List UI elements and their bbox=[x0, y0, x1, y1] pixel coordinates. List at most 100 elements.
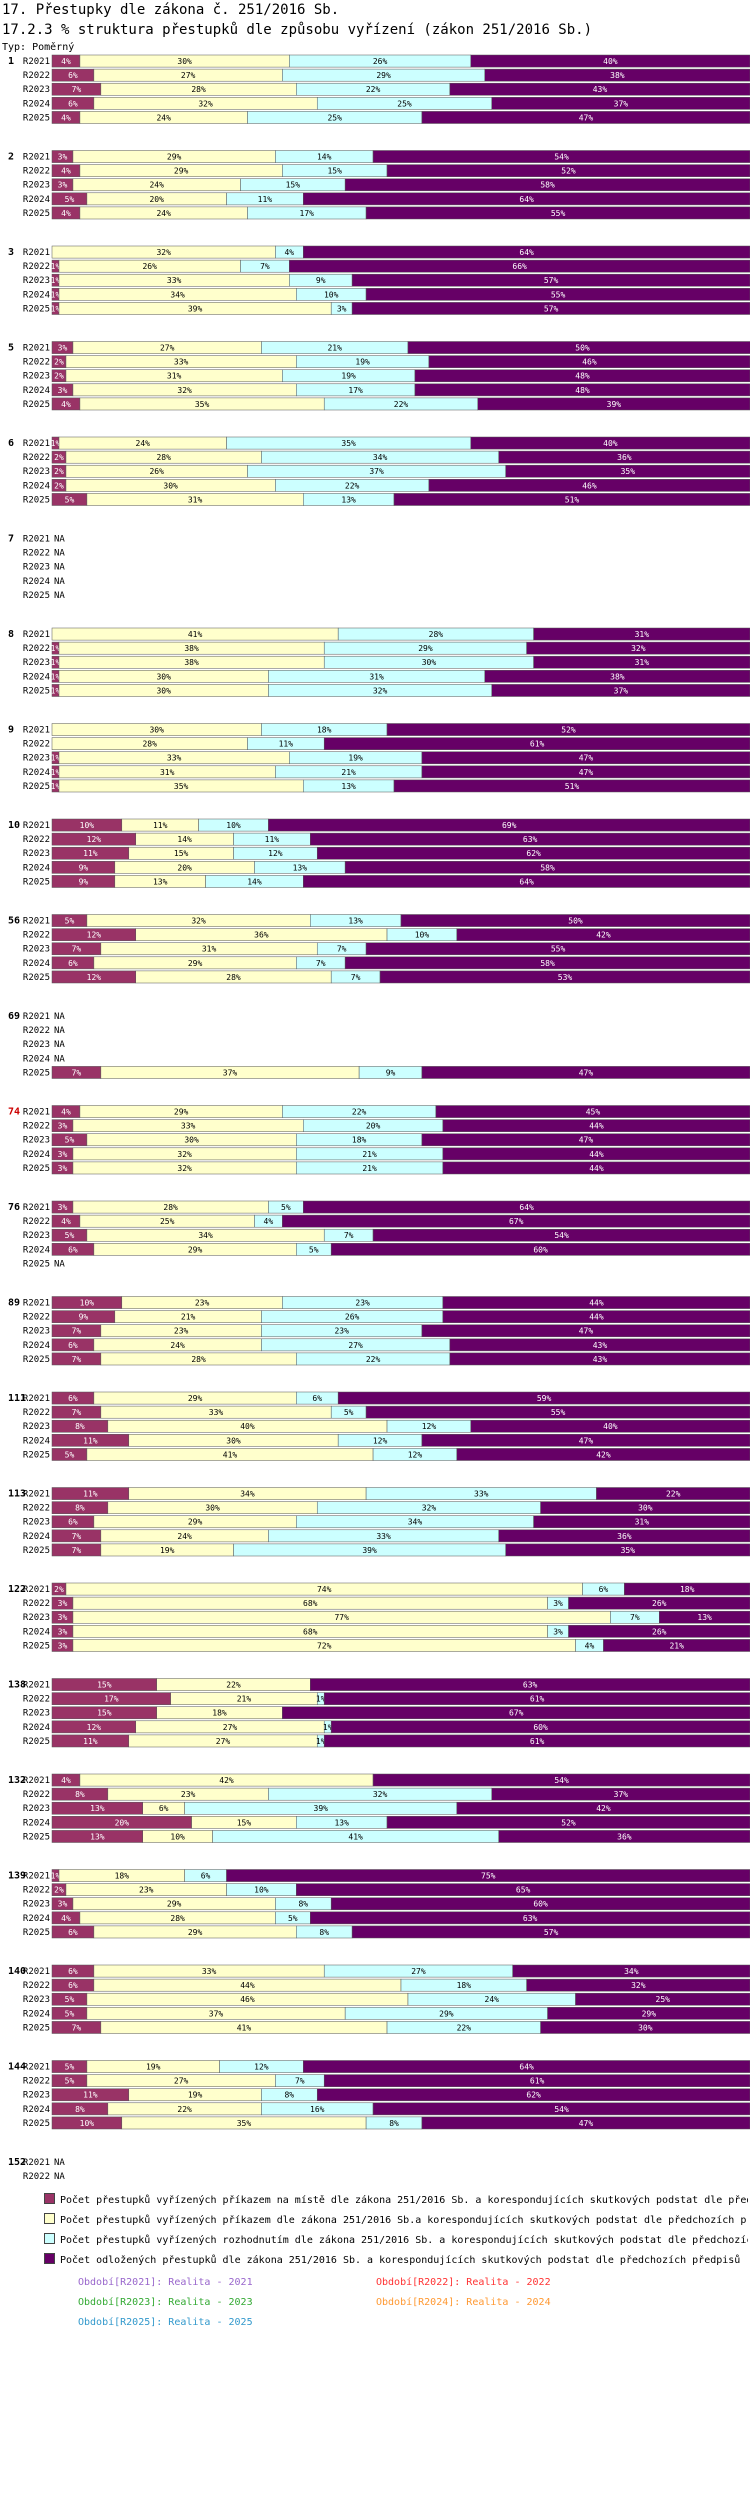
bar-3-R2024-s4 bbox=[365, 288, 750, 301]
bar-label-1-R2023-s2: 28% bbox=[191, 85, 206, 94]
bar-label-3-R2023-s4: 57% bbox=[544, 276, 559, 285]
bar-label-5-R2021-s1: 3% bbox=[58, 344, 68, 353]
bar-label-140-R2025-s1: 7% bbox=[72, 2023, 82, 2032]
bar-label-122-R2021-s4: 18% bbox=[680, 1585, 695, 1594]
bar-label-10-R2021-s1: 10% bbox=[80, 821, 95, 830]
bar-label-9-R2023-s2: 33% bbox=[167, 754, 182, 763]
bar-2-R2025-s4 bbox=[365, 206, 750, 220]
period-label-111-R2022: R2022 bbox=[23, 1408, 50, 1418]
bar-89-R2025-s4 bbox=[449, 1352, 750, 1366]
bar-label-3-R2021-s3: 4% bbox=[284, 248, 294, 257]
bar-74-R2022-s4 bbox=[442, 1119, 750, 1132]
bar-label-1-R2025-s1: 4% bbox=[61, 113, 71, 122]
bar-label-122-R2023-s2: 77% bbox=[334, 1613, 349, 1622]
bar-1-R2021-s4 bbox=[470, 54, 750, 68]
bar-label-139-R2025-s1: 6% bbox=[68, 1928, 78, 1937]
bar-label-138-R2025-s2: 27% bbox=[216, 1737, 231, 1746]
period-label-10-R2021: R2021 bbox=[23, 821, 50, 831]
legend-label-s1: Počet přestupků vyřízených příkazem na m… bbox=[60, 2195, 748, 2206]
bar-label-5-R2024-s1: 3% bbox=[58, 386, 68, 395]
group-label-139: 139 bbox=[8, 1871, 26, 1882]
bar-label-8-R2023-s1: 1% bbox=[51, 658, 61, 667]
bar-label-5-R2023-s2: 31% bbox=[167, 372, 182, 381]
period-label-7-R2025: R2025 bbox=[23, 591, 50, 601]
bar-label-138-R2022-s1: 17% bbox=[104, 1695, 119, 1704]
bar-label-144-R2022-s2: 27% bbox=[174, 2077, 189, 2086]
bar-label-132-R2023-s3: 39% bbox=[314, 1804, 329, 1813]
bar-label-132-R2023-s4: 42% bbox=[596, 1804, 611, 1813]
bar-140-R2023-s4 bbox=[575, 1992, 750, 2006]
bar-label-122-R2024-s4: 26% bbox=[652, 1627, 667, 1636]
period-label-69-R2021: R2021 bbox=[23, 1012, 50, 1022]
bar-label-144-R2023-s2: 19% bbox=[188, 2091, 203, 2100]
legend-label-s3: Počet přestupků vyřízených rozhodnutím d… bbox=[60, 2235, 748, 2246]
period-label-144-R2021: R2021 bbox=[23, 2063, 50, 2073]
bar-label-122-R2022-s4: 26% bbox=[652, 1599, 667, 1608]
bar-label-3-R2024-s1: 1% bbox=[51, 290, 61, 299]
period-label-140-R2022: R2022 bbox=[23, 1981, 50, 1991]
bar-label-56-R2024-s3: 7% bbox=[316, 959, 326, 968]
group-label-2: 2 bbox=[8, 152, 14, 163]
group-label-111: 111 bbox=[8, 1393, 26, 1404]
group-label-113: 113 bbox=[8, 1489, 26, 1500]
legend-swatch-s3 bbox=[44, 2233, 55, 2244]
period-label-9-R2023: R2023 bbox=[23, 754, 50, 764]
bar-label-56-R2022-s1: 12% bbox=[87, 931, 102, 940]
bar-label-89-R2022-s2: 21% bbox=[181, 1313, 196, 1322]
bar-label-89-R2021-s3: 23% bbox=[355, 1299, 370, 1308]
period-label-132-R2023: R2023 bbox=[23, 1804, 50, 1814]
period-label-111-R2023: R2023 bbox=[23, 1422, 50, 1432]
bar-56-R2024-s4 bbox=[344, 956, 750, 970]
period-label-74-R2021: R2021 bbox=[23, 1108, 50, 1118]
bar-label-89-R2025-s4: 43% bbox=[593, 1355, 608, 1364]
bar-label-9-R2024-s2: 31% bbox=[160, 768, 175, 777]
period-label-6-R2023: R2023 bbox=[23, 467, 50, 477]
bar-label-2-R2023-s3: 15% bbox=[286, 181, 301, 190]
bar-label-56-R2021-s4: 50% bbox=[568, 917, 583, 926]
period-label-152-R2022: R2022 bbox=[23, 2172, 50, 2180]
bar-label-144-R2025-s1: 10% bbox=[80, 2119, 95, 2128]
period-label-3-R2024: R2024 bbox=[23, 290, 50, 300]
bar-1-R2022-s4 bbox=[484, 68, 750, 82]
bar-10-R2021-s4 bbox=[268, 818, 750, 832]
bar-label-144-R2021-s2: 19% bbox=[146, 2063, 161, 2072]
bar-label-6-R2024-s1: 2% bbox=[54, 481, 64, 490]
bar-label-2-R2025-s1: 4% bbox=[61, 209, 71, 218]
period-label-9-R2022: R2022 bbox=[23, 740, 50, 750]
bar-label-56-R2021-s1: 5% bbox=[65, 917, 75, 926]
bar-label-138-R2025-s4: 61% bbox=[530, 1737, 545, 1746]
bar-label-6-R2023-s2: 26% bbox=[149, 467, 164, 476]
bar-138-R2024-s4 bbox=[330, 1720, 750, 1734]
bar-label-122-R2023-s3: 7% bbox=[630, 1613, 640, 1622]
bar-label-10-R2022-s4: 63% bbox=[523, 835, 538, 844]
bar-label-138-R2022-s3: 1% bbox=[316, 1695, 326, 1704]
na-label-69-R2023: NA bbox=[54, 1040, 65, 1050]
bar-label-74-R2024-s3: 21% bbox=[362, 1150, 377, 1159]
period-label-r2025: Období[R2025]: Realita - 2025 bbox=[78, 2317, 253, 2328]
bar-label-56-R2025-s2: 28% bbox=[226, 973, 241, 982]
bar-label-74-R2021-s4: 45% bbox=[586, 1108, 601, 1117]
legend-item-s3: Počet přestupků vyřízených rozhodnutím d… bbox=[44, 2233, 748, 2246]
bar-10-R2022-s4 bbox=[310, 832, 750, 846]
bar-label-111-R2025-s3: 12% bbox=[408, 1450, 423, 1459]
bar-label-10-R2024-s1: 9% bbox=[79, 863, 89, 872]
bar-label-6-R2023-s3: 37% bbox=[369, 467, 384, 476]
bar-label-1-R2021-s3: 26% bbox=[373, 57, 388, 66]
period-label-9-R2025: R2025 bbox=[23, 782, 50, 792]
bar-label-144-R2023-s1: 11% bbox=[83, 2091, 98, 2100]
bar-label-2-R2024-s2: 20% bbox=[149, 195, 164, 204]
bar-label-140-R2024-s3: 29% bbox=[439, 2009, 454, 2018]
bar-label-3-R2024-s2: 34% bbox=[170, 290, 185, 299]
period-label-113-R2025: R2025 bbox=[23, 1546, 50, 1556]
period-label-56-R2025: R2025 bbox=[23, 973, 50, 983]
bar-label-113-R2025-s3: 39% bbox=[362, 1546, 377, 1555]
bar-label-8-R2025-s4: 37% bbox=[614, 686, 629, 695]
bar-label-111-R2024-s1: 11% bbox=[83, 1436, 98, 1445]
bar-label-132-R2024-s2: 15% bbox=[237, 1818, 252, 1827]
bar-label-76-R2024-s4: 60% bbox=[533, 1245, 548, 1254]
bar-label-144-R2025-s4: 47% bbox=[579, 2119, 594, 2128]
bar-144-R2022-s4 bbox=[323, 2074, 750, 2087]
legend-item-s4: Počet odložených přestupků dle zákona 25… bbox=[44, 2253, 748, 2266]
bar-label-1-R2024-s3: 25% bbox=[397, 99, 412, 108]
bar-label-5-R2023-s3: 19% bbox=[341, 372, 356, 381]
